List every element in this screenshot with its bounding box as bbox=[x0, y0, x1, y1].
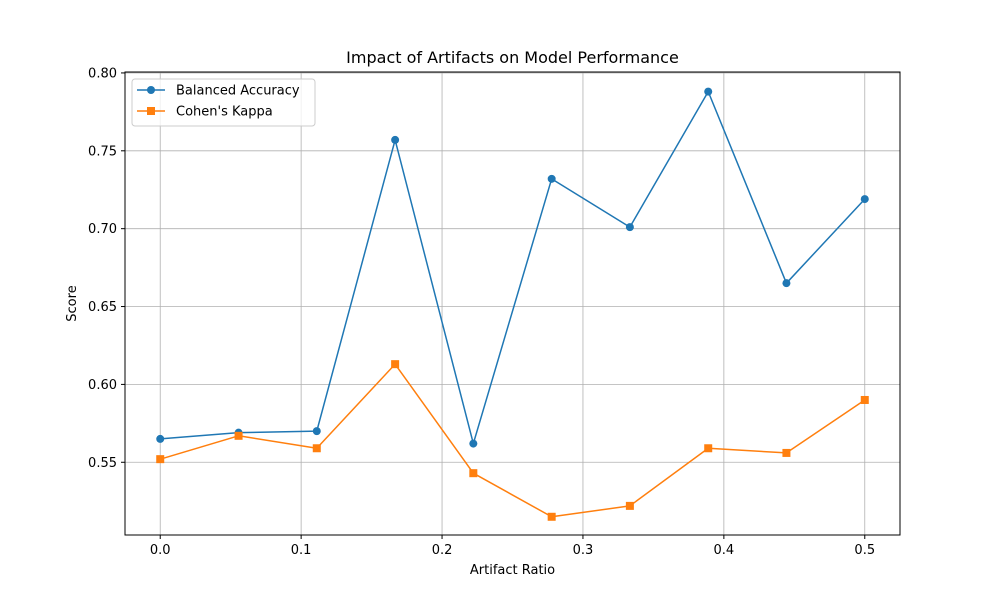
data-point-cohen-s-kappa bbox=[234, 431, 243, 440]
axis-ticks: 0.0 0.1 0.2 0.3 0.4 0.5 0.55 0.60 0.65 0.70 0.75 0.… bbox=[88, 66, 875, 558]
data-point-balanced-accuracy bbox=[312, 427, 321, 436]
y-tick-label: 0.70 bbox=[88, 222, 117, 237]
legend-label-cohen-s-kappa: Cohen's Kappa bbox=[176, 105, 273, 120]
grid bbox=[125, 72, 900, 535]
data-point-balanced-accuracy bbox=[860, 195, 869, 204]
data-point-balanced-accuracy bbox=[625, 223, 634, 232]
data-point-balanced-accuracy bbox=[704, 87, 713, 96]
data-point-balanced-accuracy bbox=[391, 135, 400, 144]
x-axis-title: Artifact Ratio bbox=[470, 563, 555, 578]
data-point-cohen-s-kappa bbox=[469, 469, 478, 478]
data-point-cohen-s-kappa bbox=[547, 512, 556, 521]
y-axis-title: Score bbox=[65, 285, 80, 321]
data-point-cohen-s-kappa bbox=[391, 360, 400, 369]
data-point-cohen-s-kappa bbox=[860, 395, 869, 404]
y-tick-label: 0.80 bbox=[88, 66, 117, 81]
data-point-cohen-s-kappa bbox=[312, 444, 321, 453]
plot-series bbox=[156, 87, 869, 521]
x-tick-label: 0.2 bbox=[432, 543, 453, 558]
y-tick-label: 0.75 bbox=[88, 144, 117, 159]
plot-frame bbox=[124, 71, 901, 536]
x-tick-label: 0.5 bbox=[854, 543, 875, 558]
legend-marker-balanced-accuracy bbox=[147, 86, 155, 94]
y-tick-label: 0.55 bbox=[88, 456, 117, 471]
x-tick-label: 0.1 bbox=[291, 543, 312, 558]
y-tick-label: 0.65 bbox=[88, 300, 117, 315]
y-tick-label: 0.60 bbox=[88, 378, 117, 393]
data-point-cohen-s-kappa bbox=[625, 501, 634, 510]
data-point-cohen-s-kappa bbox=[782, 448, 791, 457]
series-line-cohen-s-kappa bbox=[160, 363, 866, 518]
chart-title: Impact of Artifacts on Model Performance bbox=[346, 48, 679, 67]
legend: Balanced Accuracy Cohen's Kappa bbox=[131, 78, 316, 127]
data-point-cohen-s-kappa bbox=[156, 455, 165, 464]
data-point-cohen-s-kappa bbox=[704, 444, 713, 453]
data-point-balanced-accuracy bbox=[156, 434, 165, 443]
legend-box bbox=[131, 78, 316, 127]
legend-marker-cohen-s-kappa bbox=[147, 107, 155, 115]
x-tick-label: 0.0 bbox=[150, 543, 171, 558]
series-line-balanced-accuracy bbox=[160, 90, 866, 445]
data-point-balanced-accuracy bbox=[547, 174, 556, 183]
x-tick-label: 0.3 bbox=[573, 543, 594, 558]
data-point-balanced-accuracy bbox=[782, 279, 791, 288]
x-tick-label: 0.4 bbox=[714, 543, 735, 558]
legend-label-balanced-accuracy: Balanced Accuracy bbox=[176, 84, 300, 99]
data-point-balanced-accuracy bbox=[469, 439, 478, 448]
